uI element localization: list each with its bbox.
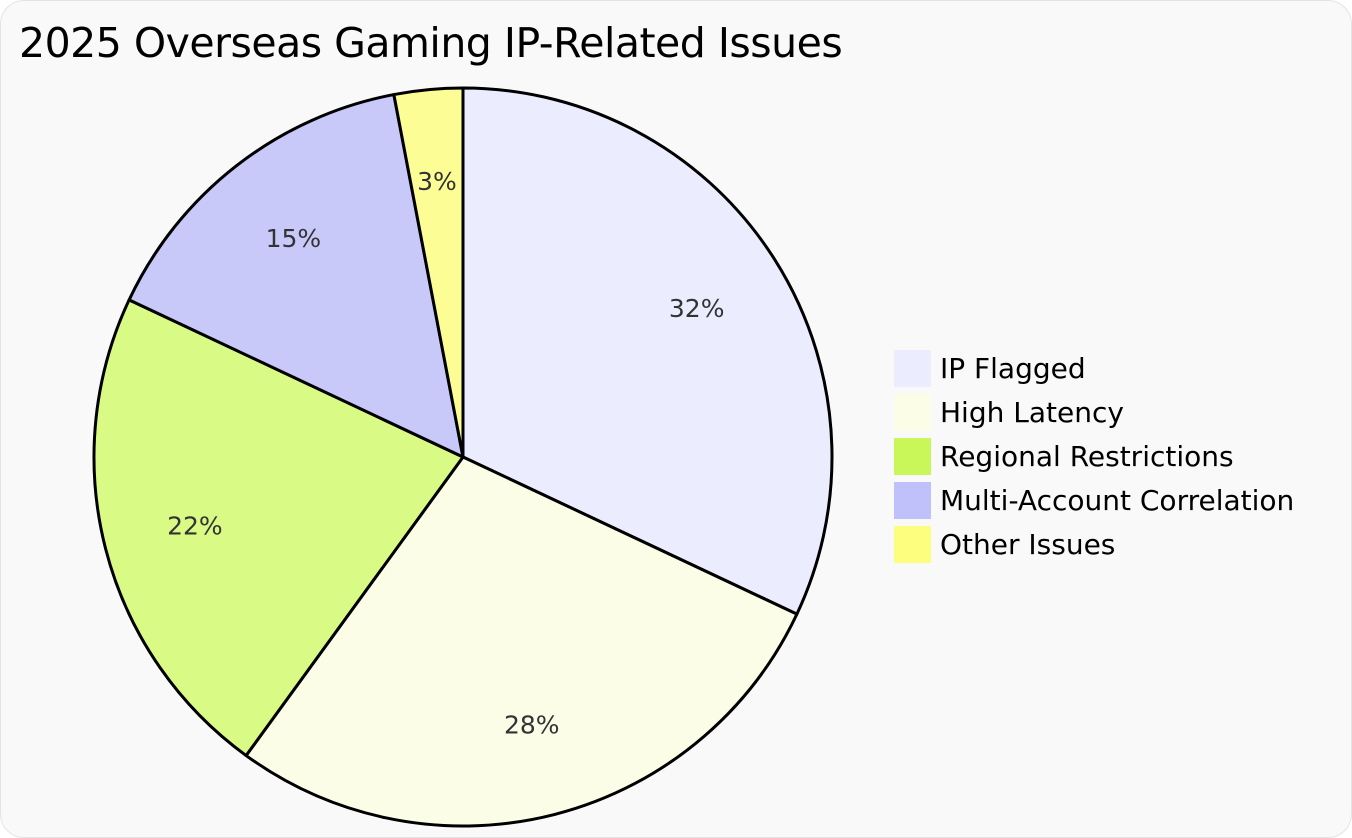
pie-slice-ip-flagged	[461, 86, 834, 616]
legend-swatch	[894, 349, 931, 387]
pie-labels: 32% 28% 22% 15% 3%	[167, 167, 724, 740]
legend-swatch	[894, 525, 931, 563]
pie-slice-high-latency	[244, 455, 799, 828]
chart-title: 2025 Overseas Gaming IP-Related Issues	[19, 19, 843, 67]
legend-label: Multi-Account Correlation	[940, 483, 1295, 517]
slice-label-regional-restrictions: 22%	[167, 511, 223, 540]
legend-item-high-latency: High Latency	[894, 390, 1294, 434]
legend-label: Regional Restrictions	[940, 439, 1234, 473]
slice-label-multi-account-correlation: 15%	[266, 224, 322, 253]
chart-legend: IP Flagged High Latency Regional Restricti…	[894, 346, 1294, 566]
pie-slice-multi-account-correlation	[127, 93, 465, 459]
legend-item-regional-restrictions: Regional Restrictions	[894, 434, 1294, 478]
legend-item-ip-flagged: IP Flagged	[894, 346, 1294, 390]
legend-swatch	[894, 437, 931, 475]
pie-slice-other-issues	[392, 86, 465, 459]
legend-label: IP Flagged	[940, 351, 1086, 385]
legend-label: Other Issues	[940, 527, 1116, 561]
slice-label-ip-flagged: 32%	[669, 294, 725, 323]
legend-swatch	[894, 481, 931, 519]
legend-label: High Latency	[940, 395, 1124, 429]
slice-label-high-latency: 28%	[504, 711, 560, 740]
pie-slices	[92, 86, 834, 828]
legend-item-other-issues: Other Issues	[894, 522, 1294, 566]
legend-swatch	[894, 393, 931, 431]
legend-item-multi-account-correlation: Multi-Account Correlation	[894, 478, 1294, 522]
slice-label-other-issues: 3%	[417, 167, 457, 196]
